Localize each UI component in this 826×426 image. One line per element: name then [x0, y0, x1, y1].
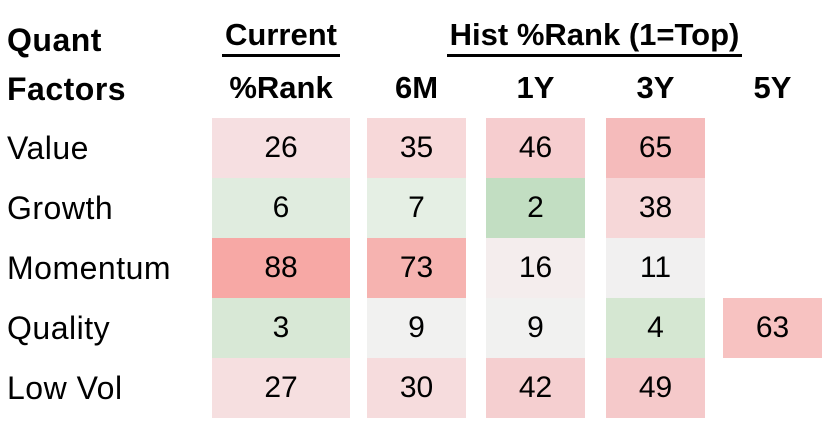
row-label-growth: Growth: [7, 190, 114, 226]
row-label-lowvol: Low Vol: [7, 370, 123, 406]
group-header-current: Current: [212, 18, 350, 57]
col-header-percent-rank: %Rank: [229, 70, 333, 105]
heatmap-cell: 9: [486, 298, 585, 358]
col-header-3y: 3Y: [636, 70, 675, 105]
heatmap-cell: 88: [212, 238, 350, 298]
heatmap-cell: 9: [367, 298, 466, 358]
heatmap-cell: 30: [367, 358, 466, 418]
heatmap-cell-empty: [723, 358, 822, 418]
col-header-1y: 1Y: [516, 70, 555, 105]
row-label-momentum: Momentum: [7, 250, 172, 286]
heatmap-cell: 38: [606, 178, 705, 238]
heatmap-cell: 27: [212, 358, 350, 418]
heatmap-cell: 42: [486, 358, 585, 418]
heatmap-cell: 11: [606, 238, 705, 298]
group-header-hist-label: Hist %Rank (1=Top): [446, 18, 743, 57]
table-title-line1: Quant: [7, 22, 102, 58]
row-label-value: Value: [7, 130, 89, 166]
heatmap-cell-empty: [723, 178, 822, 238]
heatmap-cell: 7: [367, 178, 466, 238]
heatmap-cell: 73: [367, 238, 466, 298]
table-title-line2: Factors: [7, 71, 127, 107]
heatmap-cell: 26: [212, 118, 350, 178]
heatmap-cell: 6: [212, 178, 350, 238]
heatmap-cell-empty: [723, 238, 822, 298]
heatmap-cell: 63: [723, 298, 822, 358]
group-header-current-label: Current: [222, 18, 340, 57]
heatmap-cell: 4: [606, 298, 705, 358]
group-header-hist: Hist %Rank (1=Top): [367, 18, 822, 57]
heatmap-cell-empty: [723, 118, 822, 178]
table-title: Quant Factors: [7, 16, 126, 114]
row-label-quality: Quality: [7, 310, 111, 346]
heatmap-cell: 49: [606, 358, 705, 418]
heatmap-cell: 2: [486, 178, 585, 238]
heatmap-cell: 35: [367, 118, 466, 178]
heatmap-cell: 46: [486, 118, 585, 178]
heatmap-cell: 3: [212, 298, 350, 358]
col-header-5y: 5Y: [753, 70, 792, 105]
heatmap-cell: 65: [606, 118, 705, 178]
heatmap-cell: 16: [486, 238, 585, 298]
col-header-6m: 6M: [394, 70, 439, 105]
